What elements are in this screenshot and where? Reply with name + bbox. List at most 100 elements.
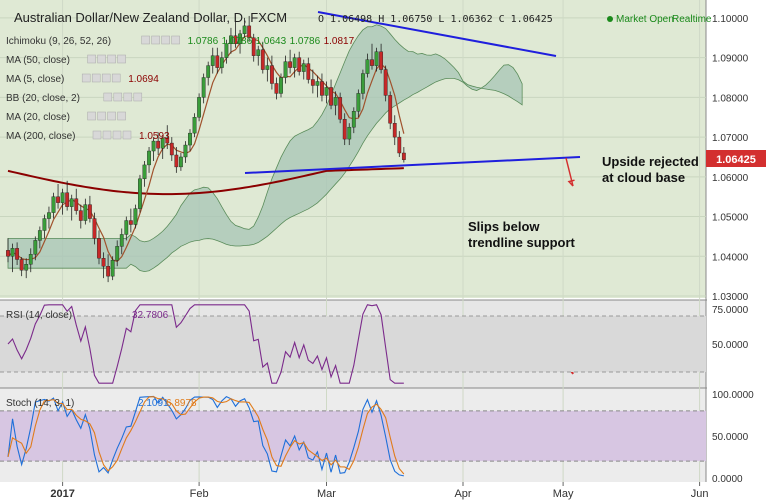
- candle-body: [28, 254, 33, 265]
- candle-body: [183, 144, 188, 158]
- price-tick-label: 1.06000: [712, 173, 749, 184]
- indicator-control-icon: [133, 92, 143, 102]
- candle: [224, 39, 229, 64]
- indicator-label: MA (20, close): [6, 112, 70, 123]
- candle: [78, 204, 83, 229]
- candle: [301, 59, 306, 80]
- candle-body: [256, 49, 261, 56]
- symbol-title: Australian Dollar/New Zealand Dollar, D,…: [14, 10, 287, 25]
- candle: [151, 137, 156, 161]
- candle-body: [124, 220, 129, 235]
- candle-body: [388, 95, 393, 124]
- candle: [128, 208, 133, 233]
- candle-body: [206, 65, 211, 78]
- chart-header: Australian Dollar/New Zealand Dollar, D,…: [14, 10, 712, 25]
- candle: [397, 131, 402, 157]
- candle-body: [92, 218, 97, 239]
- candle-body: [297, 57, 302, 72]
- candle: [251, 33, 256, 62]
- candle-body: [401, 152, 406, 160]
- rsi-line: [7, 304, 404, 384]
- candle-body: [379, 51, 383, 70]
- last-price-badge: 1.06425: [706, 150, 766, 167]
- candle: [74, 188, 79, 215]
- candle-body: [397, 136, 402, 154]
- candle-body: [210, 55, 215, 66]
- indicator-row: MA (5, close) 1.0694: [6, 73, 159, 85]
- annotation-slips-line2: trendline support: [468, 235, 576, 250]
- candle-body: [188, 132, 192, 146]
- candle: [197, 93, 201, 122]
- stoch-label: Stoch (14, 3, 1): [6, 398, 74, 409]
- candle-body: [56, 196, 60, 203]
- candle-body: [60, 192, 65, 203]
- indicator-label: MA (200, close): [6, 131, 75, 142]
- candle-body: [97, 238, 101, 259]
- time-tick-label: 2017: [50, 488, 74, 500]
- candle: [379, 43, 383, 74]
- indicator-control-icon: [103, 92, 113, 102]
- candle-body: [156, 140, 161, 149]
- indicator-label: Ichimoku (9, 26, 52, 26): [6, 36, 111, 47]
- indicator-row: MA (20, close): [6, 111, 126, 123]
- candle: [256, 45, 261, 66]
- candle: [365, 53, 370, 78]
- candle: [210, 47, 215, 74]
- candle: [51, 192, 56, 219]
- indicator-control-icon: [81, 73, 91, 83]
- candle: [87, 195, 92, 223]
- ohlc-readout: O 1.06498 H 1.06750 L 1.06362 C 1.06425: [318, 14, 553, 25]
- indicator-label: MA (50, close): [6, 55, 70, 66]
- candle-body: [361, 73, 365, 94]
- candle: [188, 129, 192, 152]
- candle-body: [233, 35, 238, 44]
- candle: [338, 92, 343, 124]
- candle-body: [78, 210, 83, 221]
- indicator-legend: Ichimoku (9, 26, 52, 26) 1.0786 1.0786 1.06…: [6, 35, 355, 142]
- candle-body: [119, 234, 124, 247]
- stoch-d-line: [7, 396, 405, 475]
- candle: [183, 141, 188, 163]
- candle: [247, 15, 252, 42]
- candle-body: [6, 250, 10, 257]
- indicator-row: Ichimoku (9, 26, 52, 26) 1.0786 1.0786 1.06…: [6, 35, 355, 47]
- time-tick-label: Mar: [317, 488, 336, 500]
- candle: [383, 65, 388, 102]
- candle: [10, 243, 15, 273]
- indicator-value: 1.0786: [222, 36, 253, 47]
- candle: [206, 61, 211, 86]
- lower-trendline: [244, 156, 581, 174]
- candle-body: [33, 240, 38, 255]
- candle: [124, 216, 129, 241]
- candle-body: [10, 248, 15, 257]
- candle: [310, 69, 315, 94]
- indicator-control-icon: [117, 54, 126, 64]
- candle: [233, 21, 238, 48]
- candle: [47, 206, 51, 229]
- candle-body: [37, 230, 42, 241]
- candle-body: [229, 35, 233, 44]
- candle-body: [283, 61, 288, 78]
- realtime-label: Realtime: [672, 14, 712, 25]
- market-status-icon: [607, 16, 613, 22]
- candle: [33, 236, 38, 261]
- candle: [42, 214, 47, 239]
- stoch-k-value: 2.1091: [138, 398, 169, 409]
- candle-body: [324, 87, 329, 96]
- candle: [19, 257, 24, 277]
- candle-body: [242, 25, 247, 35]
- svg-text:1.06425: 1.06425: [716, 154, 756, 166]
- stoch-d-value: 6.8978: [166, 398, 197, 409]
- indicator-control-icon: [107, 54, 116, 64]
- candle: [142, 160, 147, 187]
- candle: [288, 49, 292, 74]
- candle: [160, 135, 165, 159]
- market-status: Market Open: [616, 14, 674, 25]
- candle: [374, 47, 379, 72]
- candle: [92, 212, 97, 245]
- indicator-control-icon: [117, 111, 126, 121]
- indicator-control-icon: [141, 35, 150, 45]
- candle: [192, 113, 197, 138]
